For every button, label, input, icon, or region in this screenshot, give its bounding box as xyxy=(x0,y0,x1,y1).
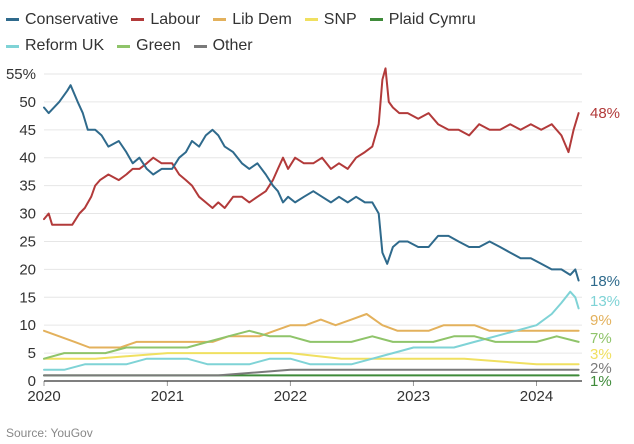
legend-swatch xyxy=(6,44,19,48)
end-label: 3% xyxy=(590,346,612,363)
x-tick-label: 2022 xyxy=(274,388,307,405)
legend-label: Labour xyxy=(150,10,201,28)
legend-label: Green xyxy=(136,37,181,54)
y-tick-label: 45 xyxy=(19,122,36,139)
series-line-labour xyxy=(43,67,580,226)
series-line-green xyxy=(43,329,580,360)
end-label: 2% xyxy=(590,360,612,377)
series-line-lib-dem xyxy=(43,313,580,349)
x-tick-label: 2023 xyxy=(397,388,430,405)
line-chart: 0 5 10 15 20 25 30 35 40 45 50 55% 2020 2021 2022 2023 2… xyxy=(6,66,620,405)
end-label: 48% xyxy=(590,105,620,122)
legend-swatch xyxy=(304,18,318,21)
source-note: Source: YouGov xyxy=(6,426,93,440)
y-tick-label: 50 xyxy=(19,94,36,111)
series-line-reform-uk xyxy=(43,290,580,371)
y-tick-label: 10 xyxy=(19,317,36,334)
legend-label: Lib Dem xyxy=(232,10,292,28)
y-tick-label: 25 xyxy=(19,233,36,250)
y-tick-label: 15 xyxy=(19,289,36,306)
x-tick-label: 2020 xyxy=(27,388,60,405)
y-tick-label: 30 xyxy=(19,206,36,223)
end-label: 13% xyxy=(590,293,620,310)
end-label: 18% xyxy=(590,273,620,290)
legend-swatch xyxy=(6,18,19,21)
x-tick-label: 2024 xyxy=(520,388,553,405)
end-label: 7% xyxy=(590,330,612,347)
legend-swatch xyxy=(369,18,383,21)
legend-item: Conservative xyxy=(6,11,118,29)
series-line-conservative xyxy=(43,84,580,282)
legend-item: Lib Dem xyxy=(213,11,292,29)
legend-label: Conservative xyxy=(25,10,119,28)
legend-label: Other xyxy=(212,37,253,54)
legend-item: Other xyxy=(193,37,253,55)
legend-label: Reform UK xyxy=(25,37,105,54)
legend: Conservative Labour Lib Dem SNP Plaid Cymru R… xyxy=(6,8,586,61)
x-tick-label: 2021 xyxy=(151,388,184,405)
legend-item: Plaid Cymru xyxy=(369,10,476,29)
legend-swatch xyxy=(213,18,227,21)
legend-label: SNP xyxy=(323,10,357,28)
y-tick-label: 40 xyxy=(19,150,36,167)
legend-item: Reform UK xyxy=(6,37,104,55)
y-tick-label: 5 xyxy=(28,345,36,362)
legend-swatch xyxy=(117,44,131,48)
y-tick-label: 20 xyxy=(19,261,36,278)
legend-swatch xyxy=(131,18,145,21)
end-label: 9% xyxy=(590,312,612,329)
y-tick-label: 55% xyxy=(6,66,36,83)
y-tick-label: 0 xyxy=(28,373,36,390)
end-label: 1% xyxy=(590,373,612,390)
legend-label: Plaid Cymru xyxy=(388,10,476,28)
legend-item: Green xyxy=(117,37,181,55)
series-line-other xyxy=(43,368,580,377)
legend-item: Labour xyxy=(131,11,200,29)
y-tick-label: 35 xyxy=(19,178,36,195)
legend-item: SNP xyxy=(304,10,357,29)
legend-swatch xyxy=(193,44,207,48)
series-line-snp xyxy=(43,352,580,366)
